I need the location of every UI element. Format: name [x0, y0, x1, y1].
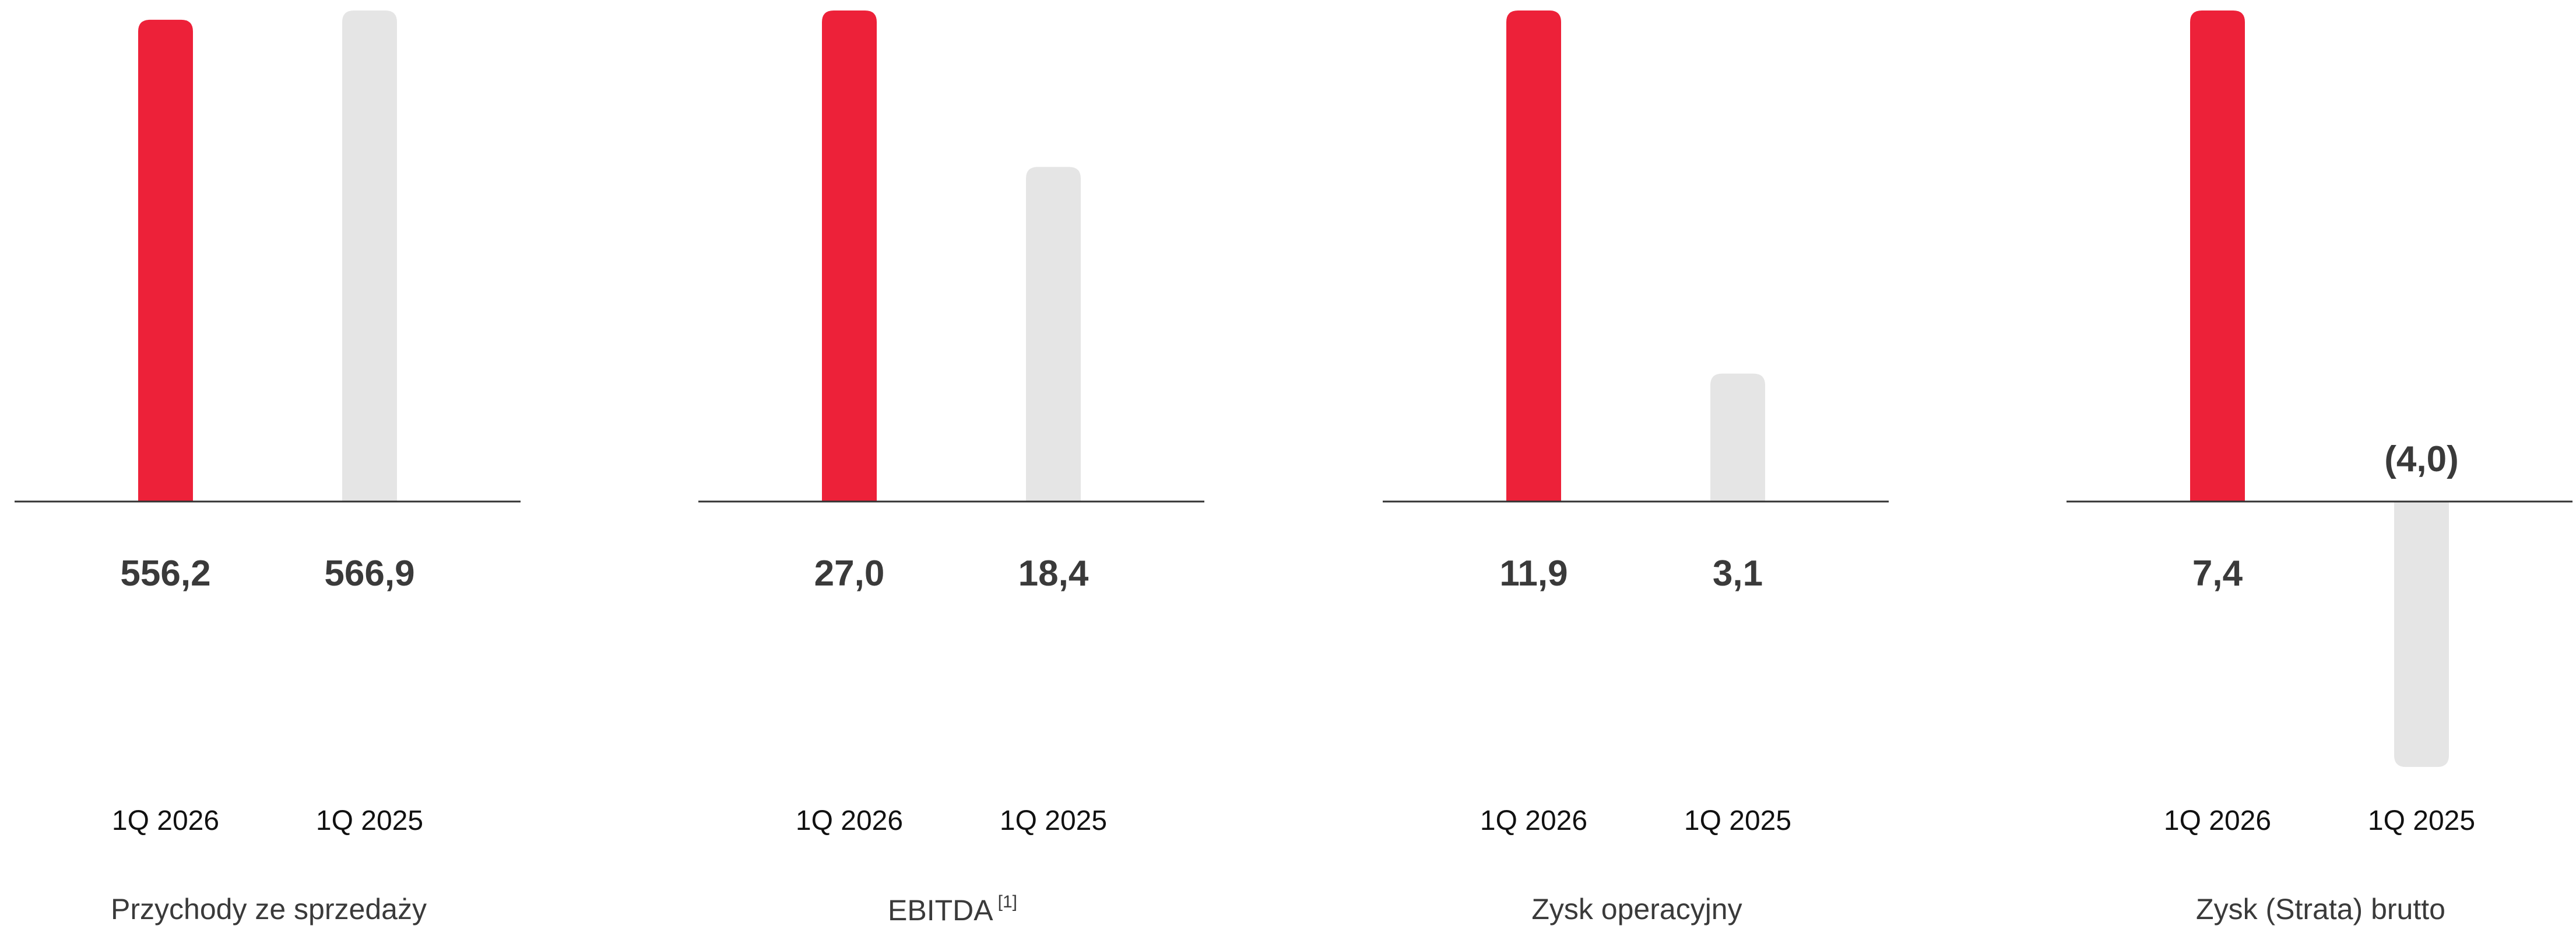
chart-title-text: Przychody ze sprzedaży — [111, 893, 427, 926]
bar-previous — [342, 10, 397, 502]
category-label: 1Q 2026 — [2163, 805, 2272, 836]
value-label: 18,4 — [1018, 553, 1089, 594]
bar-current — [2190, 10, 2245, 502]
chart-title-text: Zysk (Strata) brutto — [2196, 893, 2445, 926]
category-label: 1Q 2025 — [999, 805, 1108, 836]
bar-current — [138, 19, 193, 502]
category-label: 1Q 2026 — [1479, 805, 1588, 836]
bar-previous — [2394, 502, 2449, 767]
value-label: 3,1 — [1712, 553, 1763, 594]
category-label: 1Q 2025 — [2367, 805, 2476, 836]
chart-panel: 27,0 1Q 2026 18,4 1Q 2025 EBITDA [1] — [698, 0, 1207, 929]
bar-current — [1506, 10, 1561, 502]
category-label: 1Q 2026 — [111, 805, 220, 836]
chart-title: EBITDA [1] — [698, 892, 1207, 927]
value-label: (4,0) — [2384, 439, 2459, 479]
bar-previous — [1026, 167, 1081, 502]
chart-title: Przychody ze sprzedaży — [15, 892, 523, 926]
chart-title-text: EBITDA — [888, 894, 993, 927]
chart-panel: 556,2 1Q 2026 566,9 1Q 2025 Przychody ze spr… — [15, 0, 523, 929]
chart-title: Zysk (Strata) brutto — [2067, 892, 2575, 926]
category-label: 1Q 2026 — [795, 805, 904, 836]
bar-chart-svg — [698, 10, 1204, 503]
value-label: 11,9 — [1499, 553, 1568, 594]
chart-title: Zysk operacyjny — [1383, 892, 1891, 926]
footnote-marker: [1] — [997, 892, 1017, 912]
value-label: 566,9 — [324, 553, 415, 594]
chart-title-text: Zysk operacyjny — [1531, 893, 1742, 926]
chart-panel: 7,4 1Q 2026 (4,0) 1Q 2025 Zysk (Strata) brut… — [2067, 0, 2575, 929]
bar-chart-svg — [15, 10, 521, 503]
bar-current — [822, 10, 877, 502]
category-label: 1Q 2025 — [315, 805, 424, 836]
value-label: 27,0 — [814, 553, 885, 594]
category-label: 1Q 2025 — [1684, 805, 1792, 836]
chart-panel: 11,9 1Q 2026 3,1 1Q 2025 Zysk operacyjny — [1383, 0, 1891, 929]
bar-previous — [1710, 373, 1765, 502]
value-label: 556,2 — [120, 553, 211, 594]
value-label: 7,4 — [2192, 553, 2243, 594]
bar-chart-svg — [1383, 10, 1889, 503]
bar-chart-svg — [2067, 10, 2573, 767]
